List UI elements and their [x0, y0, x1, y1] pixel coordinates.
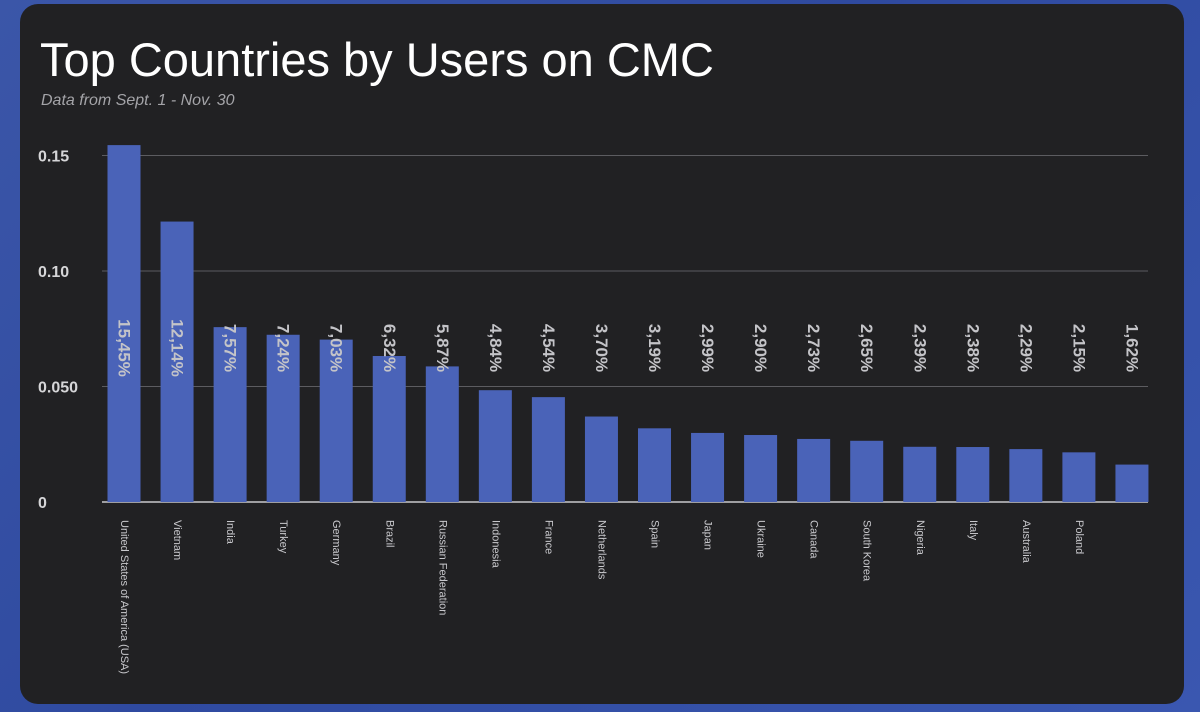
data-label: 3,19%: [645, 324, 664, 372]
category-label: Netherlands: [595, 520, 607, 580]
bar: [850, 440, 884, 502]
category-label: Russian Federation: [436, 520, 448, 615]
data-label: 7,03%: [327, 324, 346, 372]
category-label: South Korea: [861, 520, 873, 582]
bar: [797, 438, 831, 502]
bar: [1009, 449, 1043, 502]
chart-panel: Top Countries by Users on CMC Data from …: [20, 4, 1184, 704]
category-label: Spain: [649, 520, 661, 548]
bar: [691, 432, 725, 502]
data-label: 6,32%: [380, 324, 399, 372]
category-label: France: [542, 520, 554, 554]
category-label: United States of America (USA): [118, 520, 130, 674]
data-label: 15,45%: [115, 319, 134, 377]
category-label: Ukraine: [755, 520, 767, 558]
bar: [213, 327, 247, 502]
bar: [531, 397, 565, 502]
data-label: 2,29%: [1016, 324, 1035, 372]
y-tick-label: 0: [38, 495, 47, 512]
category-label: Italy: [967, 520, 979, 541]
y-tick-label: 0.050: [38, 380, 78, 397]
data-label: 2,73%: [804, 324, 823, 372]
bar: [107, 145, 141, 503]
bar: [319, 339, 353, 502]
data-label: 12,14%: [168, 319, 187, 377]
bar: [744, 435, 778, 502]
bar: [266, 334, 300, 502]
y-tick-label: 0.10: [38, 264, 69, 281]
data-label: 5,87%: [433, 324, 452, 372]
bar: [638, 428, 671, 502]
bar: [903, 446, 937, 502]
data-label: 2,90%: [751, 324, 770, 372]
bar-chart: 0 0.050 0.10 0.15 15,45% United States of Ame…: [38, 145, 1149, 674]
bar: [372, 356, 406, 502]
data-label: 1,62%: [1122, 324, 1141, 372]
category-label: Germany: [330, 520, 342, 566]
category-label: Indonesia: [489, 520, 501, 569]
category-label: Australia: [1020, 520, 1032, 564]
data-label: 2,39%: [910, 324, 929, 372]
bar: [425, 366, 459, 502]
category-label: Turkey: [277, 520, 289, 554]
data-label: 2,99%: [698, 324, 717, 372]
bar: [584, 416, 618, 502]
category-label: Poland: [1073, 520, 1085, 554]
data-label: 7,24%: [274, 324, 293, 372]
bar: [956, 447, 990, 502]
category-label: Nigeria: [914, 520, 926, 556]
data-label: 2,15%: [1069, 324, 1088, 372]
y-tick-label: 0.15: [38, 149, 69, 166]
category-label: India: [224, 520, 236, 545]
data-label: 4,54%: [539, 324, 558, 372]
bar: [1062, 452, 1096, 502]
bar: [160, 221, 194, 503]
category-label: Brazil: [383, 520, 395, 548]
chart-title: Top Countries by Users on CMC: [40, 33, 714, 86]
data-label: 7,57%: [221, 324, 240, 372]
bar: [478, 390, 512, 502]
data-label: 3,70%: [592, 324, 611, 372]
data-label: 2,65%: [857, 324, 876, 372]
category-label: Canada: [808, 520, 820, 559]
category-label: Vietnam: [171, 520, 183, 560]
chart-subtitle: Data from Sept. 1 - Nov. 30: [41, 92, 235, 109]
data-label: 4,84%: [486, 324, 505, 372]
category-label: Japan: [702, 520, 714, 550]
data-label: 2,38%: [963, 324, 982, 372]
bar: [1115, 464, 1149, 502]
